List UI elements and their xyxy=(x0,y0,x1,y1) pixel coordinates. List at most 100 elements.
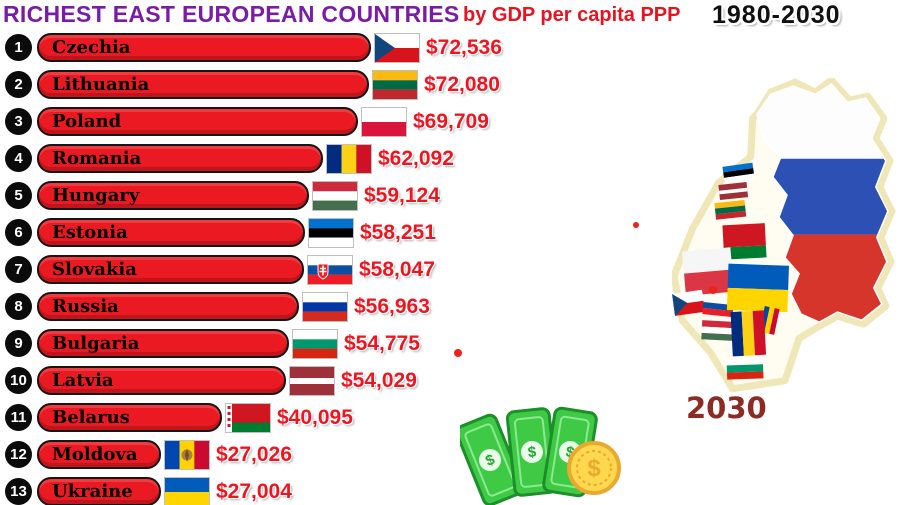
ukraine-flag xyxy=(165,477,209,505)
country-bar: Moldova xyxy=(37,440,161,469)
value-label: $72,536 xyxy=(426,35,502,59)
poland-region xyxy=(682,247,735,296)
chart-row: 12 Moldova $27,026 xyxy=(5,440,502,469)
country-bar: Slovakia xyxy=(37,255,304,284)
value-label: $27,004 xyxy=(216,479,292,503)
country-bar: Belarus xyxy=(37,403,222,432)
chart-row: 2 Lithuania $72,080 xyxy=(5,70,502,99)
country-bar: Poland xyxy=(37,107,358,136)
value-label: $40,095 xyxy=(277,405,353,429)
confetti-dot xyxy=(633,222,639,228)
value-label: $54,775 xyxy=(344,331,420,355)
chart-row: 4 Romania $62,092 xyxy=(5,144,502,173)
chart-row: 11 Belarus $40,095 xyxy=(5,403,502,432)
country-label: Lithuania xyxy=(52,74,150,95)
russia-flag xyxy=(303,292,347,321)
confetti-dot xyxy=(454,349,462,357)
chart-row: 5 Hungary $59,124 xyxy=(5,181,502,210)
svg-text:$: $ xyxy=(527,444,538,462)
country-bar: Hungary xyxy=(37,181,309,210)
chart-row: 8 Russia $56,963 xyxy=(5,292,502,321)
estonia-flag xyxy=(309,218,353,247)
romania-region xyxy=(730,310,767,357)
year-range-label: 1980-2030 xyxy=(712,1,841,29)
latvia-flag xyxy=(290,366,334,395)
chart-row: 13 Ukraine $27,004 xyxy=(5,477,502,505)
belarus-flag xyxy=(226,403,270,432)
rank-badge: 12 xyxy=(5,441,32,468)
country-label: Hungary xyxy=(52,185,140,206)
value-label: $72,080 xyxy=(424,72,500,96)
hungary-region xyxy=(701,320,737,342)
lithuania-region xyxy=(714,199,747,220)
year-label: 2030 xyxy=(686,391,767,425)
country-bar: Latvia xyxy=(37,366,286,395)
country-label: Moldova xyxy=(52,444,138,465)
rank-badge: 7 xyxy=(5,256,32,283)
confetti-dot xyxy=(709,286,717,294)
bulgaria-flag xyxy=(293,329,337,358)
country-label: Bulgaria xyxy=(52,333,140,354)
rank-badge: 4 xyxy=(5,145,32,172)
dollar-coin-icon: $ xyxy=(567,441,621,495)
slovakia-region xyxy=(702,295,735,318)
chart-row: 7 Slovakia $58,047 xyxy=(5,255,502,284)
country-label: Romania xyxy=(52,148,142,169)
rank-badge: 6 xyxy=(5,219,32,246)
value-label: $27,026 xyxy=(216,442,292,466)
rank-badge: 13 xyxy=(5,478,32,505)
country-bar: Ukraine xyxy=(37,477,161,505)
value-label: $59,124 xyxy=(364,183,440,207)
rank-badge: 8 xyxy=(5,293,32,320)
bar-chart: 1 Czechia $72,536 2 Lithuania $72,080 3 … xyxy=(5,33,502,505)
country-bar: Romania xyxy=(37,144,323,173)
chart-row: 6 Estonia $58,251 xyxy=(5,218,502,247)
country-bar: Bulgaria xyxy=(37,329,289,358)
eastern-europe-map xyxy=(672,78,896,393)
value-label: $56,963 xyxy=(354,294,430,318)
bulgaria-region xyxy=(726,357,764,380)
rank-badge: 10 xyxy=(5,367,32,394)
ukraine-region xyxy=(726,263,789,313)
country-label: Ukraine xyxy=(52,481,133,502)
country-label: Estonia xyxy=(52,222,128,243)
rank-badge: 1 xyxy=(5,34,32,61)
svg-text:$: $ xyxy=(564,443,576,461)
rank-badge: 5 xyxy=(5,182,32,209)
belarus-region xyxy=(722,223,767,260)
value-label: $69,709 xyxy=(413,109,489,133)
rank-badge: 3 xyxy=(5,108,32,135)
country-bar: Lithuania xyxy=(37,70,369,99)
page-subtitle: by GDP per capita PPP xyxy=(463,4,681,26)
poland-flag xyxy=(362,107,406,136)
cash-bills-icon: $ $ $ $ xyxy=(460,406,621,505)
country-label: Slovakia xyxy=(52,259,137,280)
rank-badge: 11 xyxy=(5,404,32,431)
chart-row: 3 Poland $69,709 xyxy=(5,107,502,136)
hungary-flag xyxy=(313,181,357,210)
estonia-region xyxy=(722,162,755,184)
svg-text:$: $ xyxy=(587,455,601,482)
moldova-flag xyxy=(165,440,209,469)
romania-flag xyxy=(327,144,371,173)
page-title: RICHEST EAST EUROPEAN COUNTRIES xyxy=(3,1,460,27)
country-label: Latvia xyxy=(52,370,114,391)
value-label: $58,047 xyxy=(359,257,435,281)
country-label: Belarus xyxy=(52,407,130,428)
country-label: Czechia xyxy=(52,37,131,58)
rank-badge: 2 xyxy=(5,71,32,98)
value-label: $58,251 xyxy=(360,220,436,244)
country-label: Russia xyxy=(52,296,119,317)
czechia-flag xyxy=(375,33,419,62)
latvia-region xyxy=(718,182,749,201)
country-bar: Estonia xyxy=(37,218,305,247)
country-label: Poland xyxy=(52,111,122,132)
rank-badge: 9 xyxy=(5,330,32,357)
slovakia-flag xyxy=(308,255,352,284)
value-label: $54,029 xyxy=(341,368,417,392)
lithuania-flag xyxy=(373,70,417,99)
value-label: $62,092 xyxy=(378,146,454,170)
chart-row: 10 Latvia $54,029 xyxy=(5,366,502,395)
country-bar: Russia xyxy=(37,292,299,321)
